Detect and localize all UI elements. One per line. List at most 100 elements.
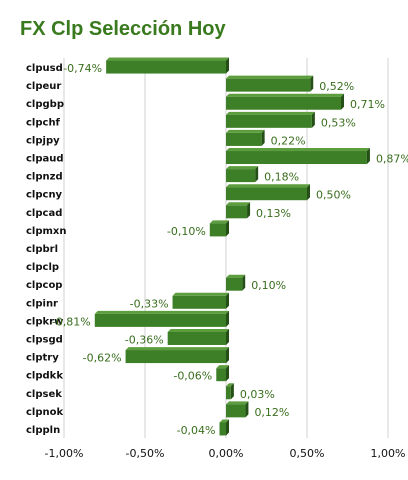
category-label: clpcad bbox=[26, 208, 62, 219]
bar-front-face bbox=[226, 277, 243, 291]
bar-side-face bbox=[242, 274, 246, 291]
category-label: clppln bbox=[26, 425, 60, 436]
bar-side-face bbox=[226, 220, 229, 237]
value-label: 0,22% bbox=[271, 134, 306, 147]
x-tick-label: 0,00% bbox=[209, 447, 244, 460]
bar-side-face bbox=[245, 401, 249, 418]
bar-side-face bbox=[226, 292, 229, 309]
bar-top-face bbox=[226, 202, 251, 206]
value-label: 0,71% bbox=[350, 98, 385, 111]
bar-top-face bbox=[125, 347, 229, 351]
bar-side-face bbox=[230, 383, 234, 400]
bar bbox=[125, 347, 229, 364]
bar bbox=[94, 310, 229, 327]
category-label: clpkrw bbox=[26, 316, 63, 327]
bar-top-face bbox=[226, 401, 249, 405]
bar bbox=[226, 383, 234, 400]
category-label: clpsgd bbox=[26, 334, 63, 345]
bar-front-face bbox=[209, 223, 226, 237]
bar-side-face bbox=[226, 57, 229, 74]
bar-front-face bbox=[216, 368, 226, 382]
bar bbox=[226, 93, 345, 110]
bar-front-face bbox=[226, 386, 231, 400]
bar-front-face bbox=[226, 78, 311, 92]
bar-top-face bbox=[226, 166, 259, 170]
value-label: -0,36% bbox=[125, 333, 164, 346]
category-label: clpdkk bbox=[26, 371, 63, 382]
bar-side-face bbox=[307, 184, 310, 201]
bar-top-face bbox=[226, 274, 246, 278]
bar-front-face bbox=[125, 350, 226, 364]
bar bbox=[226, 202, 251, 219]
category-label: clpbrl bbox=[26, 244, 58, 255]
category-label: clpusd bbox=[26, 63, 63, 74]
value-label: -0,74% bbox=[63, 62, 102, 75]
value-label: 0,87% bbox=[376, 153, 408, 166]
bar-top-face bbox=[226, 111, 315, 115]
bar bbox=[226, 111, 315, 128]
bar-top-face bbox=[226, 184, 310, 188]
value-label: -0,33% bbox=[130, 297, 169, 310]
bar-side-face bbox=[310, 75, 314, 92]
bar-top-face bbox=[226, 383, 234, 387]
bar bbox=[106, 57, 229, 74]
bar-top-face bbox=[219, 419, 229, 423]
category-label: clpchf bbox=[26, 117, 61, 128]
bar-top-face bbox=[172, 292, 229, 296]
bar-top-face bbox=[226, 148, 370, 152]
bar bbox=[219, 419, 229, 436]
bar-front-face bbox=[226, 404, 246, 418]
category-label: clpeur bbox=[26, 81, 61, 92]
bar-front-face bbox=[226, 169, 256, 183]
chart-title: FX Clp Selección Hoy bbox=[20, 18, 226, 40]
labels: -1,00% -0,50% 0,00% 0,50% 1,00%clpusd -0,74%c… bbox=[26, 62, 408, 460]
bar bbox=[172, 292, 229, 309]
bar-top-face bbox=[209, 220, 229, 224]
value-label: 0,18% bbox=[264, 171, 299, 184]
bar bbox=[216, 365, 229, 382]
bar-side-face bbox=[226, 419, 229, 436]
bar-side-face bbox=[311, 111, 315, 128]
bar-top-face bbox=[106, 57, 229, 61]
bar bbox=[226, 129, 265, 146]
category-label: clpjpy bbox=[26, 135, 60, 146]
bar-side-face bbox=[226, 347, 229, 364]
category-label: clpcop bbox=[26, 280, 62, 291]
bar-front-face bbox=[106, 60, 226, 74]
bar-side-face bbox=[247, 202, 251, 219]
bar-side-face bbox=[226, 328, 229, 345]
bar-side-face bbox=[255, 166, 259, 183]
bar-top-face bbox=[94, 310, 229, 314]
x-tick-label: 1,00% bbox=[371, 447, 406, 460]
x-tick-label: -1,00% bbox=[45, 447, 84, 460]
bars bbox=[94, 57, 370, 436]
value-label: 0,53% bbox=[321, 116, 356, 129]
value-label: -0,06% bbox=[173, 370, 212, 383]
value-label: 0,12% bbox=[254, 406, 289, 419]
value-label: 0,13% bbox=[256, 207, 291, 220]
bar-top-face bbox=[226, 75, 314, 79]
x-tick-label: 0,50% bbox=[290, 447, 325, 460]
value-label: -0,04% bbox=[177, 424, 216, 437]
bar-top-face bbox=[216, 365, 229, 369]
bar-side-face bbox=[226, 310, 229, 327]
bar-front-face bbox=[226, 114, 312, 128]
bar-front-face bbox=[226, 205, 248, 219]
bar-front-face bbox=[226, 151, 367, 165]
category-label: clptry bbox=[26, 353, 59, 364]
bar-top-face bbox=[226, 129, 265, 133]
bar-side-face bbox=[261, 129, 265, 146]
category-label: clpcny bbox=[26, 190, 63, 201]
bar-side-face bbox=[226, 365, 229, 382]
value-label: 0,10% bbox=[251, 279, 286, 292]
bar-top-face bbox=[167, 328, 229, 332]
category-label: clpmxn bbox=[26, 226, 67, 237]
category-label: clpgbp bbox=[26, 99, 64, 110]
bar-side-face bbox=[366, 148, 370, 165]
value-label: 0,52% bbox=[319, 80, 354, 93]
bar-front-face bbox=[167, 331, 226, 345]
bar-front-face bbox=[226, 96, 342, 110]
value-label: -0,10% bbox=[167, 225, 206, 238]
bar bbox=[226, 184, 310, 201]
